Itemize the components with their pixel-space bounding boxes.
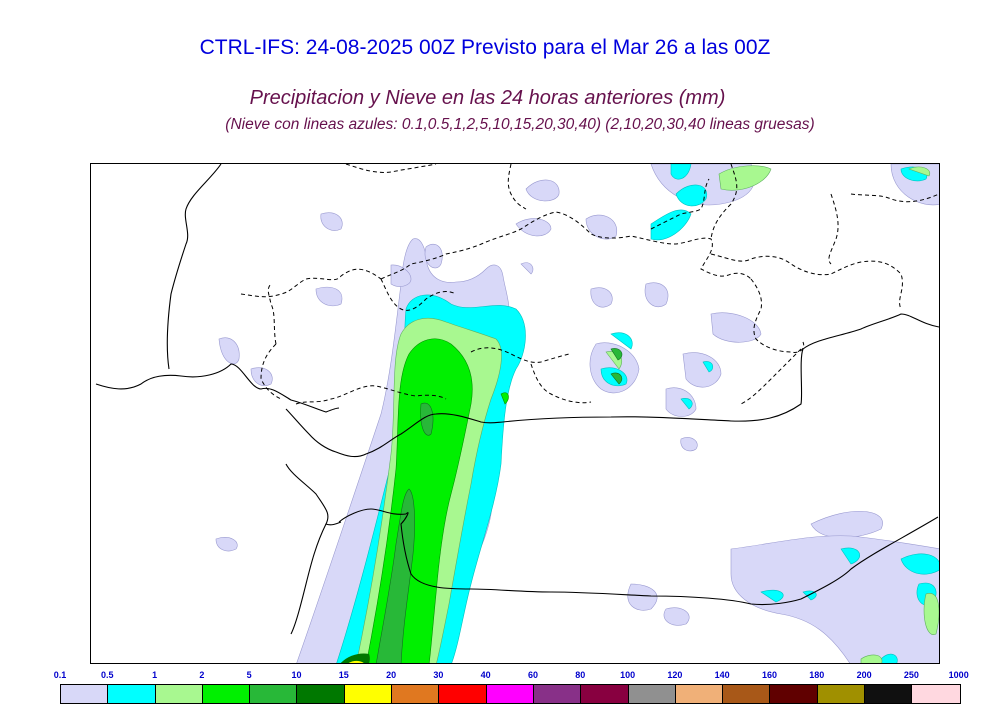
precip-band-10 (340, 653, 370, 663)
precipitation-legend: 0.1 0.5 1 2 5 10 15 20 30 40 60 80 100 120 140 160 180 20… (0, 666, 1000, 707)
legend-label: 0.5 (101, 670, 114, 680)
map-subtitle: Precipitacion y Nieve en las 24 horas an… (249, 87, 726, 109)
legend-label: 60 (527, 670, 539, 680)
legend-label: 120 (667, 670, 683, 680)
precip-band-5 (376, 348, 623, 663)
legend-swatch (250, 685, 298, 703)
legend-swatch (439, 685, 487, 703)
legend-label: 15 (338, 670, 349, 680)
legend-label: 100 (620, 670, 636, 680)
legend-label: 5 (246, 670, 252, 680)
legend-swatch (628, 685, 676, 703)
legend-swatch (155, 685, 203, 703)
political-borders (240, 164, 939, 405)
legend-swatch (392, 685, 440, 703)
legend-label: 1 (152, 670, 158, 680)
legend-label: 30 (433, 670, 444, 680)
legend-label: 180 (809, 670, 825, 680)
legend-swatch (297, 685, 345, 703)
coastline (95, 164, 939, 635)
legend-swatch (108, 685, 156, 703)
legend-label: 10 (291, 670, 302, 680)
legend-swatch (865, 685, 913, 703)
legend-swatch (912, 685, 960, 703)
legend-label: 160 (761, 670, 778, 680)
legend-swatch (770, 685, 818, 703)
legend-label: 250 (903, 670, 919, 680)
legend-label: 140 (714, 670, 730, 680)
legend-label: 2 (199, 670, 205, 680)
legend-swatch (723, 685, 771, 703)
legend-swatch (486, 685, 534, 703)
legend-label: 80 (575, 670, 586, 680)
legend-swatch (202, 685, 251, 703)
precip-band-0.1 (215, 164, 939, 663)
precipitation-map (90, 163, 940, 664)
legend-label: 40 (480, 670, 491, 680)
snow-contour-note: (Nieve con lineas azules: 0.1,0.5,1,2,5,… (225, 116, 815, 133)
precip-band-15 (348, 660, 364, 663)
legend-label: 20 (386, 670, 397, 680)
legend-label: 1000 (948, 670, 969, 680)
legend-label: 200 (856, 670, 872, 680)
legend-swatch (675, 685, 724, 703)
map-title: CTRL-IFS: 24-08-2025 00Z Previsto para e… (199, 36, 771, 59)
legend-swatch (344, 685, 393, 703)
legend-swatch (61, 685, 109, 703)
legend-label: 0.1 (53, 670, 67, 680)
legend-swatch (817, 685, 866, 703)
legend-swatch (581, 685, 629, 703)
legend-swatch (533, 685, 582, 703)
legend-color-bar (60, 684, 961, 704)
